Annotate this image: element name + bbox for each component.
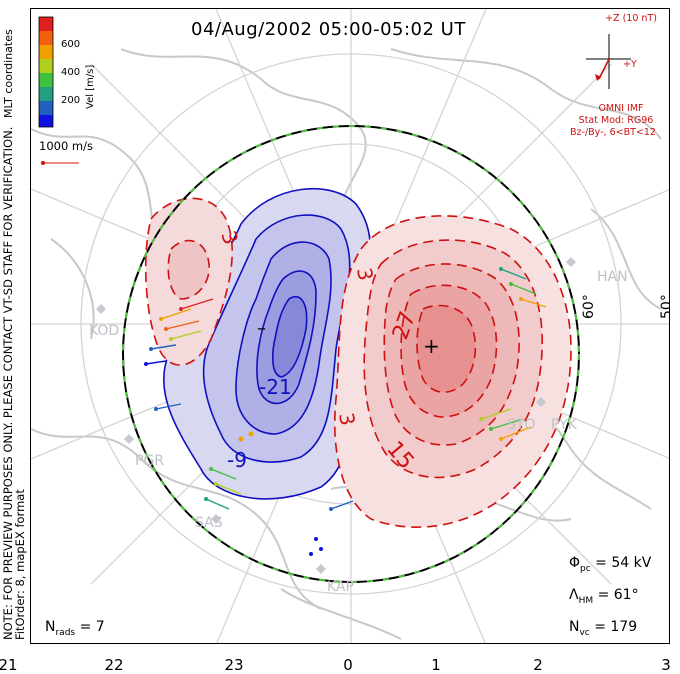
contour-label-pos-3b: 3: [352, 266, 378, 283]
velocity-vectors: [144, 267, 547, 556]
contour-label-neg-21: -21: [259, 375, 292, 399]
fit-order-note: FitOrder: 8, mapEX format: [13, 489, 27, 640]
station-label-pyk: PYK: [551, 417, 578, 433]
imf-z-label: +Z (10 nT): [605, 13, 657, 24]
lat-label-50: 50°: [659, 294, 670, 319]
imf-model: Stat Mod: RG96: [578, 115, 654, 126]
station-markers: [96, 257, 576, 574]
imf-source: OMNI IMF: [598, 103, 644, 114]
stat-n-rads: Nrads = 7: [45, 619, 105, 638]
velocity-scale-label: 1000 m/s: [39, 139, 93, 153]
station-label-han: HAN: [597, 269, 628, 285]
velocity-colorbar: [38, 16, 54, 128]
positive-potential-cell: [333, 215, 572, 528]
lat-label-60: 60°: [581, 294, 597, 319]
convection-map-panel: -21 -9 3 3 3 27 15 – + KOD HAN PGR SAS S…: [30, 8, 670, 644]
mlt-coordinates-label: MLT coordinates: [2, 29, 15, 118]
colorbar-label: Vel [m/s]: [85, 64, 96, 109]
x-tick-22: 22: [104, 656, 124, 674]
stat-phi-pc: Φpc = 54 kV: [569, 555, 652, 574]
stat-n-vc: Nvc = 179: [569, 619, 638, 638]
colorbar-tick-600: 600: [61, 39, 81, 50]
colorbar-tick-200: 200: [61, 95, 81, 106]
x-tick-3: 3: [661, 656, 671, 674]
convection-map: -21 -9 3 3 3 27 15 – + KOD HAN PGR SAS S…: [31, 9, 670, 643]
x-tick-1: 1: [431, 656, 441, 674]
negative-potential-cell: [162, 187, 371, 500]
station-labels: KOD HAN PGR SAS STO PYK KAP: [89, 269, 628, 595]
station-label-kod: KOD: [89, 323, 119, 339]
latitude-labels: 60° 50°: [581, 294, 670, 319]
imf-clock: [586, 34, 631, 89]
map-title: 04/Aug/2002 05:00-05:02 UT: [191, 19, 466, 40]
x-tick-2: 2: [533, 656, 543, 674]
station-label-sto: STO: [507, 417, 535, 433]
imf-model-params: Bz-/By-, 6<BT<12: [570, 127, 656, 138]
contour-label-neg-9: -9: [227, 448, 247, 472]
imf-y-label: +Y: [623, 59, 637, 70]
potential-min-marker: –: [257, 318, 266, 339]
colorbar-tick-400: 400: [61, 67, 81, 78]
stat-lambda-hm: ΛHM = 61°: [569, 587, 639, 606]
station-label-kap: KAP: [327, 579, 354, 595]
hm-boundary-dash: [122, 125, 580, 583]
station-label-pgr: PGR: [135, 453, 164, 469]
x-tick-21: 21: [0, 656, 18, 674]
potential-max-marker: +: [423, 334, 440, 358]
velocity-scale-vector: [41, 161, 79, 165]
positive-small-cell: [144, 197, 233, 366]
x-tick-0: 0: [343, 656, 353, 674]
contour-label-pos-3c: 3: [334, 411, 360, 428]
station-label-sas: SAS: [195, 515, 223, 531]
x-tick-23: 23: [224, 656, 244, 674]
